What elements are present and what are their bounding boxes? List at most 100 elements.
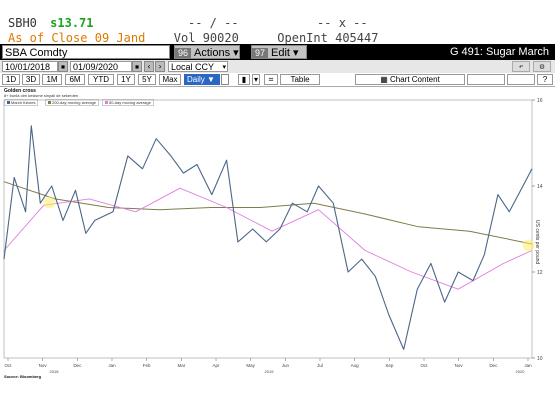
price-chart[interactable]: 10 12 14 16 Oct Nov Dec Jan Feb Mar Apr May Jun Jul Au… — [0, 86, 555, 376]
edit-number: 97 — [252, 48, 269, 58]
x-tick-label: Jun — [282, 363, 290, 368]
series-line — [3, 125, 533, 350]
indicator-icon[interactable]: ⌗ — [264, 74, 278, 85]
y-axis-label: US cents per pound — [534, 220, 540, 265]
chart-title: Golden cross — [4, 88, 36, 94]
tab-period[interactable]: 5Y — [138, 74, 156, 85]
frequency-label: Daily — [187, 75, 205, 84]
frequency-select[interactable]: Daily ▼ — [184, 74, 220, 85]
caret-down-icon: ▼ — [207, 75, 215, 84]
chart-ticks: 10 12 14 16 Oct Nov Dec Jan Feb Mar Apr May Jun Jul Au… — [4, 98, 542, 374]
calendar-icon[interactable]: ▪ — [132, 61, 142, 72]
series-march-futures — [3, 125, 533, 350]
tab-period[interactable]: 1Y — [117, 74, 135, 85]
currency-select[interactable]: Local CCY ▾ — [168, 61, 228, 72]
tab-period[interactable]: YTD — [88, 74, 114, 85]
calendar-icon[interactable]: ▪ — [58, 61, 68, 72]
x-tick-label: Dec — [489, 363, 498, 368]
open-interest-value: 405447 — [335, 31, 379, 45]
start-date-input[interactable]: 10/01/2018 — [2, 61, 58, 72]
settings-icon[interactable]: ⚙ — [533, 61, 551, 72]
x-tick-label: Nov — [455, 363, 464, 368]
zoom-button[interactable] — [507, 74, 535, 85]
next-arrow-icon[interactable]: › — [155, 61, 165, 72]
legend-item: 50-day moving average — [102, 99, 154, 106]
tab-period[interactable]: 1M — [42, 74, 62, 85]
legend-item: 200-day moving average — [45, 99, 100, 106]
date-range-row: 10/01/2018 ▪ 01/09/2020 ▪ ‹ › Local CCY … — [0, 60, 555, 73]
undo-icon[interactable]: ↶ — [512, 61, 530, 72]
golden-cross-marker — [522, 239, 535, 252]
prev-arrow-icon[interactable]: ‹ — [144, 61, 154, 72]
golden-cross-marker — [43, 196, 56, 209]
tab-period[interactable]: Max — [159, 74, 181, 85]
tab-period[interactable]: 1D — [2, 74, 20, 85]
legend-item: March futures — [4, 99, 39, 106]
x-year-label: 2018 — [50, 369, 60, 374]
bid-ask: -- / -- — [187, 16, 239, 30]
command-bar: SBA Comdty 96 Actions ▾ 97 Edit ▾ G 491: S… — [0, 44, 555, 60]
help-button[interactable]: ? — [537, 74, 553, 85]
open-interest-label: OpenInt — [277, 31, 328, 45]
actions-label: Actions — [194, 47, 231, 59]
as-of-label: As of Close — [8, 31, 88, 45]
edit-button[interactable]: 97 Edit ▾ — [251, 45, 307, 59]
end-date-input[interactable]: 01/09/2020 — [70, 61, 132, 72]
x-year-label: 2019 — [265, 369, 275, 374]
table-label: Table — [290, 75, 310, 84]
last-price: s13.71 — [50, 16, 94, 30]
security-field[interactable]: SBA Comdty — [2, 45, 170, 59]
ticker: SBH0 — [8, 16, 37, 30]
source-note: Source: Bloomberg — [4, 374, 42, 379]
y-tick-label: 14 — [537, 184, 543, 190]
x-tick-label: Oct — [4, 363, 12, 368]
tab-period[interactable]: 6M — [65, 74, 85, 85]
actions-button[interactable]: 96 Actions ▾ — [174, 45, 240, 59]
series-200-day-ma — [3, 181, 533, 245]
x-tick-label: Dec — [73, 363, 82, 368]
bid-ask-size: -- x -- — [317, 16, 368, 30]
x-tick-label: Jan — [524, 363, 532, 368]
series-line — [3, 187, 533, 290]
x-tick-label: Jan — [108, 363, 116, 368]
quote-header: SBH0 s13.71 -- / -- -- x -- As of Close … — [0, 0, 555, 46]
period-row: 1D 3D 1M 6M YTD 1Y 5Y Max Daily ▼ ▮ ▾ ⌗ … — [0, 73, 555, 87]
y-tick-label: 10 — [537, 356, 543, 362]
volume-value: 90020 — [202, 31, 239, 45]
graph-title: G 491: Sugar March — [449, 46, 549, 58]
caret-down-icon: ▾ — [293, 47, 299, 59]
x-tick-label: Oct — [420, 363, 428, 368]
x-tick-label: Mar — [177, 363, 185, 368]
chart-subtitle: 8+ bunla olm kesisme sinyali de sekerden — [4, 93, 79, 98]
x-tick-label: Apr — [212, 363, 220, 368]
y-tick-label: 12 — [537, 270, 543, 276]
quote-line-1: SBH0 s13.71 -- / -- -- x -- — [8, 16, 368, 30]
chart-content-button[interactable]: ▦ Chart Content — [355, 74, 465, 85]
edit-label: Edit — [271, 47, 290, 59]
currency-label: Local CCY — [171, 62, 215, 72]
golden-cross-markers — [43, 196, 535, 252]
caret-down-icon: ▾ — [233, 47, 239, 59]
series-50-day-ma — [3, 187, 533, 290]
quote-line-2: As of Close 09 Jand Vol 90020 OpenInt 40… — [8, 31, 378, 45]
chart-content-label: Chart Content — [389, 75, 440, 84]
chart-type-icon[interactable]: ▮ — [238, 74, 250, 85]
more-options-button[interactable] — [467, 74, 505, 85]
x-tick-label: May — [246, 363, 255, 368]
tab-period[interactable]: 3D — [22, 74, 40, 85]
as-of-date: 09 Jand — [94, 31, 146, 45]
x-tick-label: Aug — [351, 363, 360, 368]
x-tick-label: Jul — [317, 363, 323, 368]
chart-axes — [3, 99, 533, 359]
plot-frame — [3, 99, 533, 359]
caret-down-icon: ▾ — [222, 64, 226, 71]
x-tick-label: Feb — [143, 363, 151, 368]
volume-label: Vol — [173, 31, 196, 45]
x-tick-label: Nov — [39, 363, 48, 368]
frequency-indicator[interactable] — [221, 74, 229, 85]
x-year-label: 2020 — [516, 369, 526, 374]
table-button[interactable]: Table — [280, 74, 320, 85]
series-line — [3, 181, 533, 245]
caret-down-icon[interactable]: ▾ — [252, 74, 260, 85]
actions-number: 96 — [175, 48, 192, 58]
